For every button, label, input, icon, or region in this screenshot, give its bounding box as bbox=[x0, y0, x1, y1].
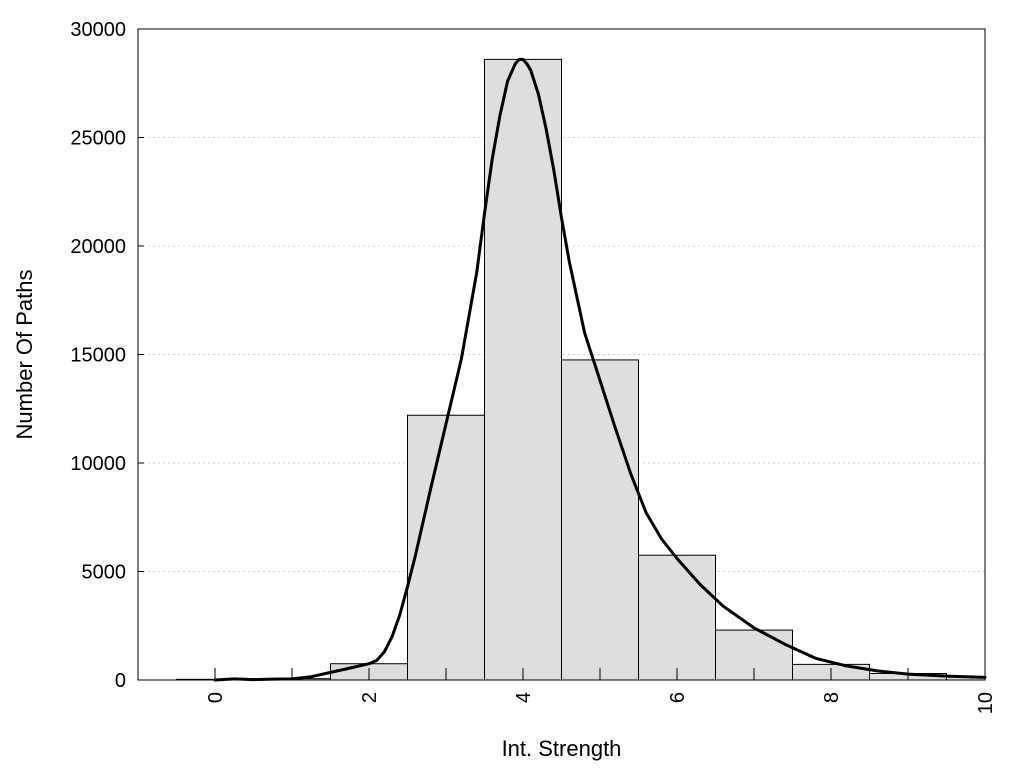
fit-curve-line bbox=[213, 57, 987, 682]
y-axis-label: Number Of Paths bbox=[12, 270, 37, 440]
x-tick-label-10: 10 bbox=[975, 692, 997, 714]
grid-lines bbox=[138, 137, 985, 572]
y-tick-label-25000: 25000 bbox=[70, 128, 126, 150]
axis-ticks: 0 5000 10000 15000 20000 25000 30000 0 2 4 6 8 10 bbox=[70, 19, 997, 714]
histogram-bar-5 bbox=[561, 359, 639, 681]
x-axis-label: Int. Strength bbox=[502, 736, 622, 761]
x-tick-label-6: 6 bbox=[667, 692, 689, 703]
y-tick-label-15000: 15000 bbox=[70, 345, 126, 367]
x-tick-label-0: 0 bbox=[205, 692, 227, 703]
y-tick-label-20000: 20000 bbox=[70, 236, 126, 258]
x-tick-label-8: 8 bbox=[821, 692, 843, 703]
x-tick-label-4: 4 bbox=[513, 692, 535, 703]
histogram-bars bbox=[176, 58, 986, 681]
y-tick-label-0: 0 bbox=[115, 670, 126, 692]
fit-curve bbox=[213, 57, 987, 682]
y-tick-label-30000: 30000 bbox=[70, 19, 126, 41]
histogram-bar-3 bbox=[407, 414, 485, 681]
x-tick-label-2: 2 bbox=[359, 692, 381, 703]
y-tick-label-10000: 10000 bbox=[70, 453, 126, 475]
histogram-bar-6 bbox=[638, 554, 716, 681]
y-tick-label-5000: 5000 bbox=[82, 562, 127, 584]
